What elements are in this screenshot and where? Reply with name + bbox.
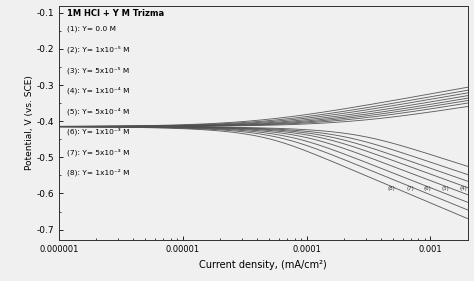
Text: (7): (7) <box>406 186 414 191</box>
Text: (3): Y= 5x10⁻⁵ M: (3): Y= 5x10⁻⁵ M <box>67 66 129 74</box>
Text: (6): (6) <box>423 186 431 191</box>
Text: (7): Y= 5x10⁻³ M: (7): Y= 5x10⁻³ M <box>67 148 129 156</box>
Text: (2): Y= 1x10⁻⁵ M: (2): Y= 1x10⁻⁵ M <box>67 46 129 53</box>
Text: (4): Y= 1x10⁻⁴ M: (4): Y= 1x10⁻⁴ M <box>67 87 129 94</box>
Text: (5): (5) <box>442 186 449 191</box>
Text: (4): (4) <box>460 186 468 191</box>
Text: (6): Y= 1x10⁻³ M: (6): Y= 1x10⁻³ M <box>67 128 129 135</box>
Text: (1): Y= 0.0 M: (1): Y= 0.0 M <box>67 26 116 32</box>
Text: (8): Y= 1x10⁻² M: (8): Y= 1x10⁻² M <box>67 169 129 176</box>
Text: (5): Y= 5x10⁻⁴ M: (5): Y= 5x10⁻⁴ M <box>67 107 129 115</box>
X-axis label: Current density, (mA/cm²): Current density, (mA/cm²) <box>200 260 327 270</box>
Y-axis label: Potential, V (vs. SCE): Potential, V (vs. SCE) <box>25 76 34 170</box>
Text: (8): (8) <box>388 186 396 191</box>
Text: 1M HCl + Y M Trizma: 1M HCl + Y M Trizma <box>67 9 164 18</box>
